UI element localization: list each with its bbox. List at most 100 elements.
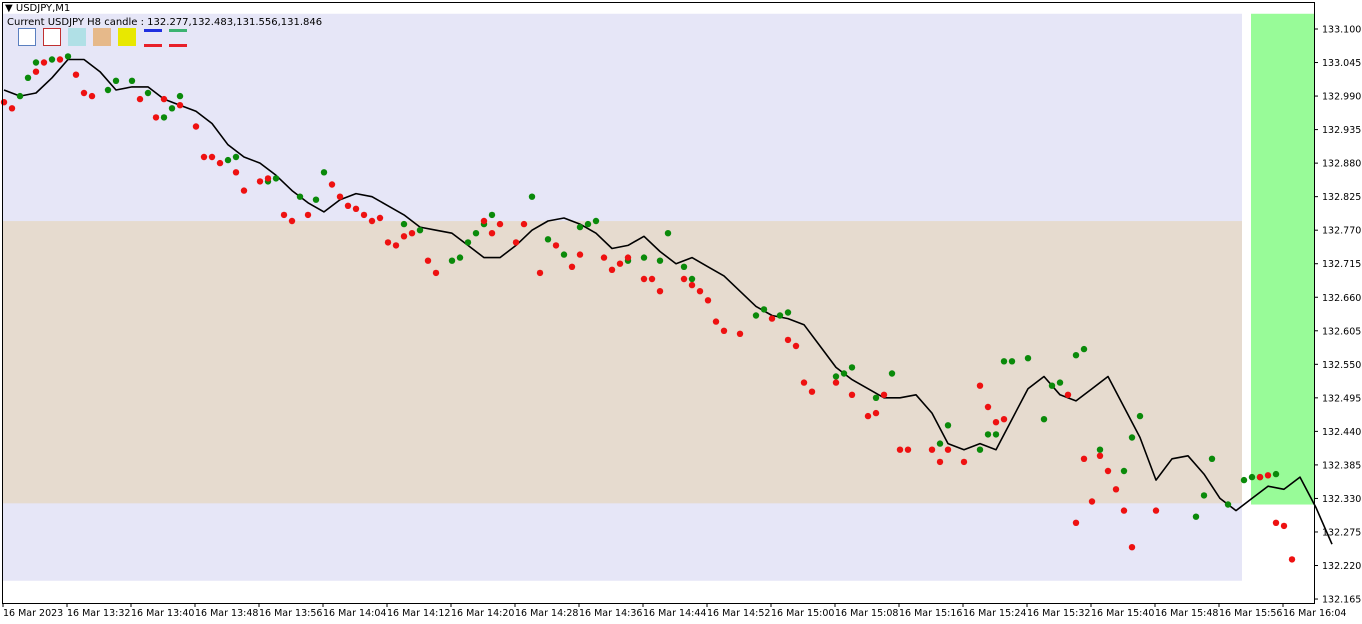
down-signal-dot (784, 336, 792, 344)
down-signal-dot (600, 254, 608, 261)
y-tick-label: 132.550 (1322, 360, 1361, 371)
down-signal-dot (904, 446, 912, 453)
down-signal-dot (1072, 519, 1080, 526)
up-signal-dot (664, 230, 672, 237)
down-signal-dot (800, 379, 808, 386)
x-tick-label: 16 Mar 14:36 (579, 608, 642, 619)
up-signal-dot (984, 431, 992, 438)
down-signal-dot (1280, 522, 1288, 530)
zones-layer (3, 13, 1315, 581)
down-signal-dot (1272, 519, 1280, 526)
up-signal-dot (528, 193, 536, 200)
y-tick-label: 132.385 (1322, 460, 1361, 471)
up-signal-dot (888, 370, 896, 377)
down-signal-dot (72, 71, 80, 78)
down-signal-dot (344, 202, 352, 209)
x-tick-label: 16 Mar 15:08 (835, 608, 898, 619)
y-tick-label: 133.045 (1322, 58, 1361, 69)
up-signal-dot (1024, 355, 1032, 362)
up-signal-dot (1048, 382, 1056, 389)
up-signal-dot (1056, 379, 1064, 386)
down-signal-dot (520, 220, 528, 228)
down-signal-dot (680, 275, 688, 283)
up-signal-dot (848, 364, 856, 371)
candle-info-label: Current USDJPY H8 candle : 132.277,132.4… (7, 17, 323, 28)
down-signal-dot (808, 388, 816, 395)
y-tick-label: 132.440 (1322, 427, 1361, 438)
down-signal-dot (56, 56, 64, 63)
down-signal-dot (1096, 452, 1104, 459)
down-signal-dot (328, 181, 336, 188)
up-signal-dot (592, 217, 600, 225)
symbol-label: USDJPY,M1 (15, 3, 71, 14)
legend-line-top (144, 29, 162, 32)
legend-line-bottom (144, 44, 162, 47)
symbol-header[interactable]: ▼ USDJPY,M1 (5, 3, 70, 15)
down-signal-dot (408, 230, 416, 237)
up-signal-dot (1008, 358, 1016, 365)
up-signal-dot (400, 220, 408, 228)
up-signal-dot (312, 196, 320, 203)
down-signal-dot (616, 260, 624, 267)
down-signal-dot (392, 242, 400, 249)
up-signal-dot (1240, 476, 1248, 484)
x-tick-label: 16 Mar 15:32 (1027, 608, 1090, 619)
y-tick-label: 132.275 (1322, 527, 1361, 538)
x-tick-label: 16 Mar 13:40 (131, 608, 194, 619)
down-signal-dot (264, 175, 272, 182)
up-signal-dot (992, 431, 1000, 438)
price-axis[interactable]: 133.100 133.045 132.990 132.935 132.880 132.8… (1314, 25, 1361, 606)
down-signal-dot (88, 92, 96, 100)
up-signal-dot (1224, 501, 1232, 508)
y-tick-label: 132.330 (1322, 494, 1361, 505)
down-signal-dot (192, 123, 200, 130)
down-signal-dot (336, 193, 344, 200)
y-tick-label: 132.715 (1322, 259, 1361, 270)
up-signal-dot (776, 312, 784, 319)
down-signal-dot (512, 239, 520, 246)
time-axis[interactable]: 16 Mar 2023 16 Mar 13:32 16 Mar 13:40 16 Ma… (2, 603, 1346, 619)
down-signal-dot (1080, 455, 1088, 462)
up-signal-dot (296, 193, 304, 200)
up-signal-dot (32, 59, 40, 66)
down-signal-dot (992, 419, 1000, 426)
x-tick-label: 16 Mar 14:12 (387, 608, 450, 619)
down-signal-dot (160, 95, 168, 103)
legend-swatch (68, 28, 86, 46)
up-signal-dot (1096, 446, 1104, 453)
up-signal-dot (1200, 492, 1208, 499)
price-line (3, 58, 1333, 545)
down-signal-dot (688, 281, 696, 289)
up-signal-dot (416, 227, 424, 234)
up-signal-dot (160, 114, 168, 121)
up-signal-dot (1208, 455, 1216, 462)
down-signal-dot (216, 159, 224, 167)
down-signal-dot (8, 105, 16, 112)
down-signal-dot (976, 382, 984, 389)
y-tick-label: 132.825 (1322, 192, 1361, 203)
x-tick-label: 16 Mar 14:20 (451, 608, 514, 619)
down-signal-dot (536, 269, 544, 277)
zone-green (1251, 13, 1315, 505)
down-signal-dot (80, 89, 88, 97)
down-signal-dot (1104, 467, 1112, 475)
down-signal-dot (384, 239, 392, 246)
collapse-triangle-icon[interactable]: ▼ (5, 3, 13, 14)
down-signal-dot (896, 446, 904, 453)
down-signal-dot (400, 233, 408, 240)
y-tick-label: 132.165 (1322, 595, 1361, 606)
x-tick-label: 16 Mar 13:32 (67, 608, 130, 619)
up-signal-dot (840, 370, 848, 377)
y-tick-label: 132.880 (1322, 159, 1361, 170)
up-signal-dot (936, 440, 944, 447)
down-signal-dot (1000, 416, 1008, 423)
down-signal-dot (880, 391, 888, 398)
up-signal-dot (976, 446, 984, 453)
down-signal-dot (552, 242, 560, 249)
up-signal-dot (832, 373, 840, 380)
x-tick-label: 16 Mar 15:00 (771, 608, 834, 619)
legend-swatch (18, 28, 36, 46)
up-signal-dot (544, 236, 552, 243)
down-signal-dot (152, 114, 160, 121)
